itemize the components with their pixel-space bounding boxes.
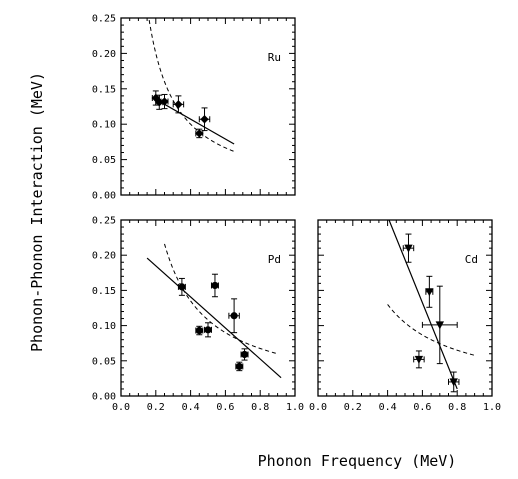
- marker-triangle: [414, 355, 424, 364]
- data-point: [160, 93, 169, 110]
- marker-triangle: [425, 288, 434, 297]
- marker-diamond: [155, 98, 164, 107]
- marker-circle: [204, 326, 212, 334]
- y-tick-label: 0.25: [92, 14, 116, 25]
- marker-circle: [195, 326, 203, 335]
- data-point: [210, 273, 219, 298]
- y-tick-label: 0.10: [92, 321, 116, 332]
- data-point: [240, 348, 249, 361]
- y-tick-label: 0.05: [92, 155, 116, 166]
- panel-label-cd: Cd: [465, 253, 478, 266]
- data-point: [413, 350, 425, 369]
- y-tick-label: 0.00: [92, 392, 116, 403]
- x-tick-label: 0.8: [251, 402, 269, 413]
- x-tick-label: 0.2: [147, 402, 165, 413]
- y-tick-label: 0.20: [92, 49, 116, 60]
- x-tick-label: 1.0: [286, 402, 304, 413]
- dashed-curve: [387, 304, 475, 356]
- marker-diamond: [174, 100, 183, 109]
- y-tick-label: 0.10: [92, 120, 116, 131]
- marker-triangle: [435, 321, 444, 330]
- x-tick-label: 1.0: [483, 402, 501, 413]
- marker-circle: [230, 312, 238, 320]
- y-tick-label: 0.25: [92, 216, 116, 227]
- marker-circle: [235, 362, 243, 371]
- x-tick-label: 0.0: [112, 402, 130, 413]
- x-tick-label: 0.4: [379, 402, 397, 413]
- marker-circle: [178, 283, 186, 291]
- y-tick-label: 0.05: [92, 356, 116, 367]
- dashed-curve: [148, 18, 235, 152]
- dashed-curve: [164, 243, 278, 355]
- x-tick-label: 0.0: [309, 402, 327, 413]
- data-point: [204, 322, 212, 338]
- plot-frame: [120, 219, 296, 397]
- data-point: [421, 285, 458, 365]
- y-tick-label: 0.15: [92, 84, 116, 95]
- data-point: [198, 107, 211, 132]
- marker-triangle: [404, 244, 413, 253]
- data-point: [172, 95, 185, 114]
- marker-diamond: [195, 129, 204, 138]
- x-tick-label: 0.6: [216, 402, 234, 413]
- data-point: [195, 325, 204, 336]
- y-axis-title: Phonon-Phonon Interaction (MeV): [28, 72, 46, 352]
- marker-diamond: [160, 97, 169, 106]
- panel-ru: 0.00 0.05 0.10 0.15 0.20 0.25 Ru: [92, 14, 296, 202]
- plot-frame: [120, 17, 296, 196]
- data-point: [425, 275, 434, 308]
- plot-frame: [317, 219, 493, 397]
- x-tick-label: 0.8: [448, 402, 466, 413]
- panel-cd: 0.0 0.2 0.4 0.6 0.8 1.0 Cd: [309, 219, 501, 413]
- fit-line: [152, 96, 235, 145]
- y-tick-label: 0.15: [92, 286, 116, 297]
- marker-circle: [240, 350, 249, 359]
- data-point: [228, 298, 240, 334]
- marker-circle: [211, 281, 219, 290]
- x-axis-title: Phonon Frequency (MeV): [258, 452, 457, 470]
- x-tick-label: 0.4: [182, 402, 200, 413]
- data-point: [402, 233, 415, 263]
- data-point: [155, 94, 164, 110]
- data-point: [448, 371, 460, 393]
- panel-label-pd: Pd: [268, 253, 281, 266]
- data-point: [195, 128, 204, 139]
- marker-triangle: [449, 378, 458, 387]
- panel-label-ru: Ru: [268, 51, 281, 64]
- panel-pd: 0.0 0.2 0.4 0.6 0.8 1.0 0.00 0.05 0.10 0.15 0.20 0.…: [92, 216, 304, 414]
- x-tick-label: 0.2: [344, 402, 362, 413]
- data-point: [177, 277, 186, 296]
- data-point: [235, 361, 244, 372]
- marker-diamond: [200, 115, 209, 124]
- y-tick-label: 0.00: [92, 191, 116, 202]
- y-tick-label: 0.20: [92, 251, 116, 262]
- fit-line: [146, 257, 282, 379]
- x-tick-label: 0.6: [413, 402, 431, 413]
- fit-line: [388, 220, 458, 390]
